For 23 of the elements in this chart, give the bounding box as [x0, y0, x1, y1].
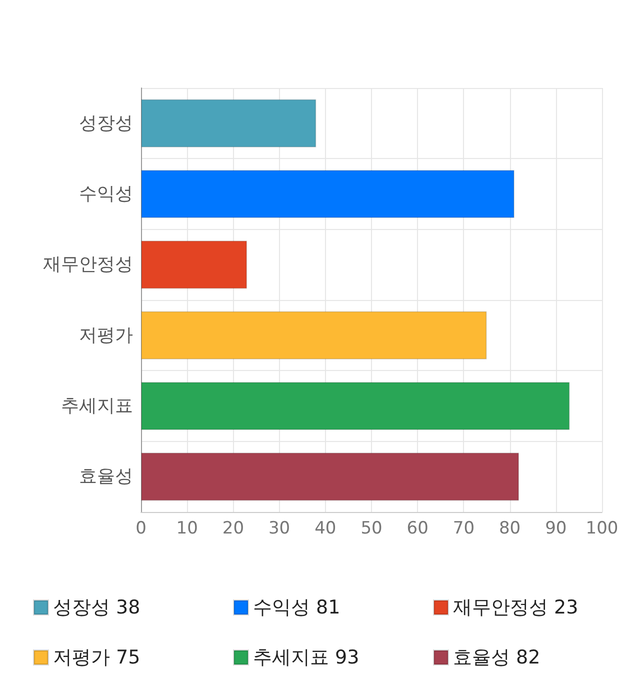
- x-tick-label: 0: [136, 518, 146, 538]
- legend-label: 효율성 82: [453, 646, 540, 668]
- legend-label: 수익성 81: [253, 596, 340, 618]
- legend-label: 재무안정성 23: [453, 596, 578, 618]
- x-tick-label: 100: [586, 518, 618, 538]
- x-tick-label: 20: [222, 518, 244, 538]
- y-tick-label: 성장성: [79, 112, 133, 134]
- x-tick-label: 90: [545, 518, 567, 538]
- x-tick-label: 50: [360, 518, 382, 538]
- x-tick-label: 70: [452, 518, 475, 538]
- x-tick-label: 80: [498, 518, 521, 538]
- legend-label: 추세지표 93: [253, 646, 360, 668]
- legend-label: 저평가 75: [53, 646, 140, 668]
- y-tick-label: 추세지표: [61, 396, 133, 416]
- y-tick-label: 재무안정성: [43, 254, 133, 276]
- x-tick-label: 40: [314, 518, 336, 538]
- x-tick-label: 10: [176, 518, 198, 538]
- y-tick-label: 수익성: [79, 184, 133, 204]
- x-tick-label: 30: [268, 518, 290, 538]
- x-tick-label: 60: [406, 518, 428, 538]
- y-tick-label: 효율성: [79, 466, 133, 488]
- y-tick-label: 저평가: [79, 324, 133, 346]
- legend-label: 성장성 38: [53, 596, 140, 618]
